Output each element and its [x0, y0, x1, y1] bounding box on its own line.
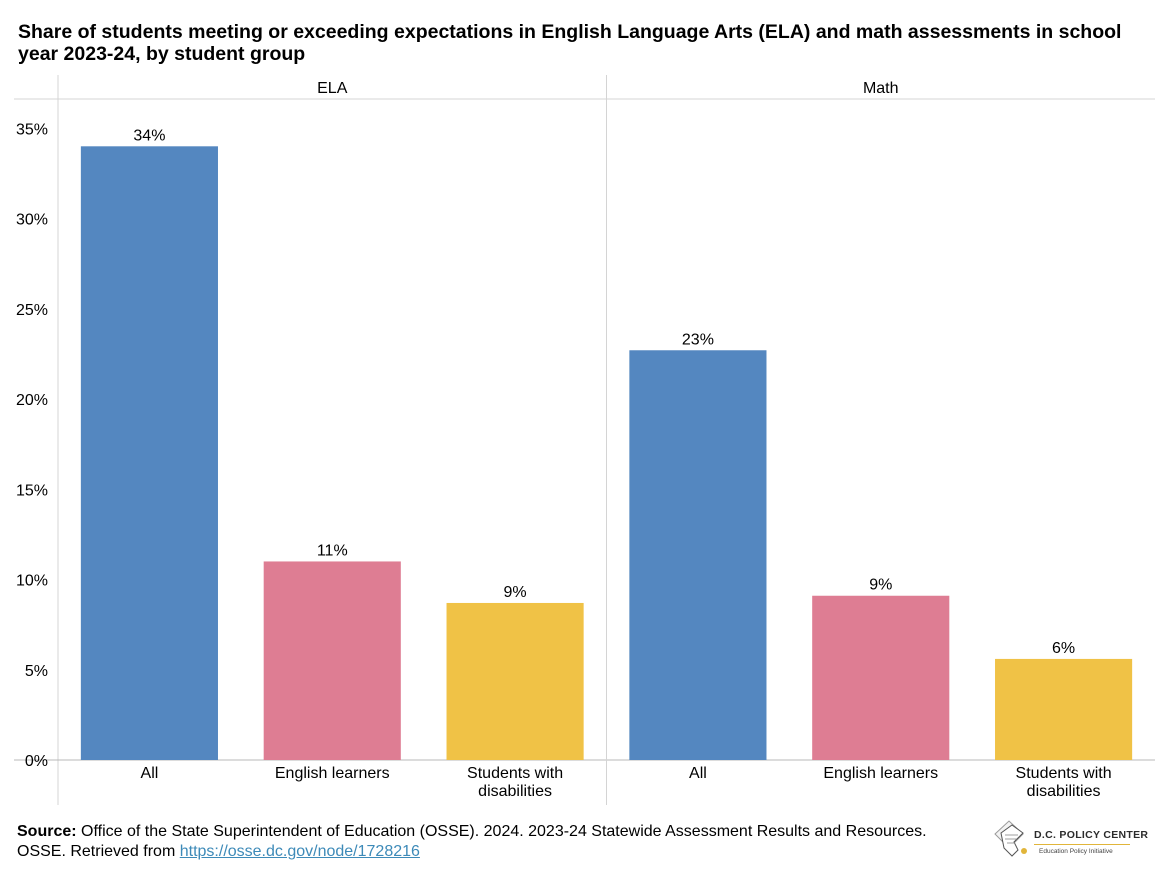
y-tick-label: 20% — [16, 392, 48, 409]
x-tick-label: disabilities — [478, 783, 552, 800]
bar-math-students-with-disabilities — [995, 658, 1133, 760]
bar-ela-english-learners — [263, 561, 401, 760]
y-tick-label: 30% — [16, 212, 48, 229]
y-tick-label: 10% — [16, 573, 48, 590]
bar-ela-students-with-disabilities — [446, 602, 584, 760]
data-label: 23% — [682, 331, 714, 348]
dc-map-icon — [994, 820, 1027, 857]
data-label: 11% — [317, 542, 348, 559]
x-tick-label: English learners — [823, 765, 938, 782]
source-note: Source: Office of the State Superintende… — [17, 822, 977, 862]
chart-title: Share of students meeting or exceeding e… — [18, 21, 1122, 65]
x-tick-label: disabilities — [1027, 783, 1101, 800]
logo-subtitle: Education Policy Initiative — [1039, 848, 1113, 855]
source-link[interactable]: https://osse.dc.gov/node/1728216 — [179, 843, 420, 860]
panel-header-ela: ELA — [317, 80, 348, 97]
y-tick-label: 35% — [16, 121, 48, 138]
logo-name: D.C. POLICY CENTER — [1034, 829, 1149, 841]
data-label: 9% — [869, 577, 892, 594]
y-tick-label: 15% — [16, 482, 48, 499]
y-tick-label: 5% — [25, 663, 48, 680]
bar-ela-all — [80, 146, 218, 761]
dc-policy-center-logo: D.C. POLICY CENTER Education Policy Init… — [990, 818, 1148, 864]
logo-rule — [1034, 844, 1130, 845]
y-tick-label: 25% — [16, 302, 48, 319]
data-label: 9% — [504, 584, 527, 601]
panel-header-math: Math — [863, 80, 899, 97]
x-tick-label: Students with — [1016, 765, 1112, 782]
x-tick-label: Students with — [467, 765, 563, 782]
x-tick-label: All — [141, 765, 159, 782]
source-text: Office of the State Superintendent of Ed… — [17, 823, 927, 860]
y-tick-label: 0% — [25, 753, 48, 770]
bar-math-english-learners — [812, 595, 950, 760]
x-tick-label: English learners — [275, 765, 390, 782]
bar-math-all — [629, 350, 767, 760]
x-tick-label: All — [689, 765, 707, 782]
chart-plot: 0% 5% 10% 15% 20% 25% 30% 35% ELA 34% All 11% Englis… — [14, 75, 1155, 805]
source-label: Source: — [17, 823, 77, 840]
data-label: 6% — [1052, 640, 1075, 657]
data-label: 34% — [133, 127, 165, 144]
